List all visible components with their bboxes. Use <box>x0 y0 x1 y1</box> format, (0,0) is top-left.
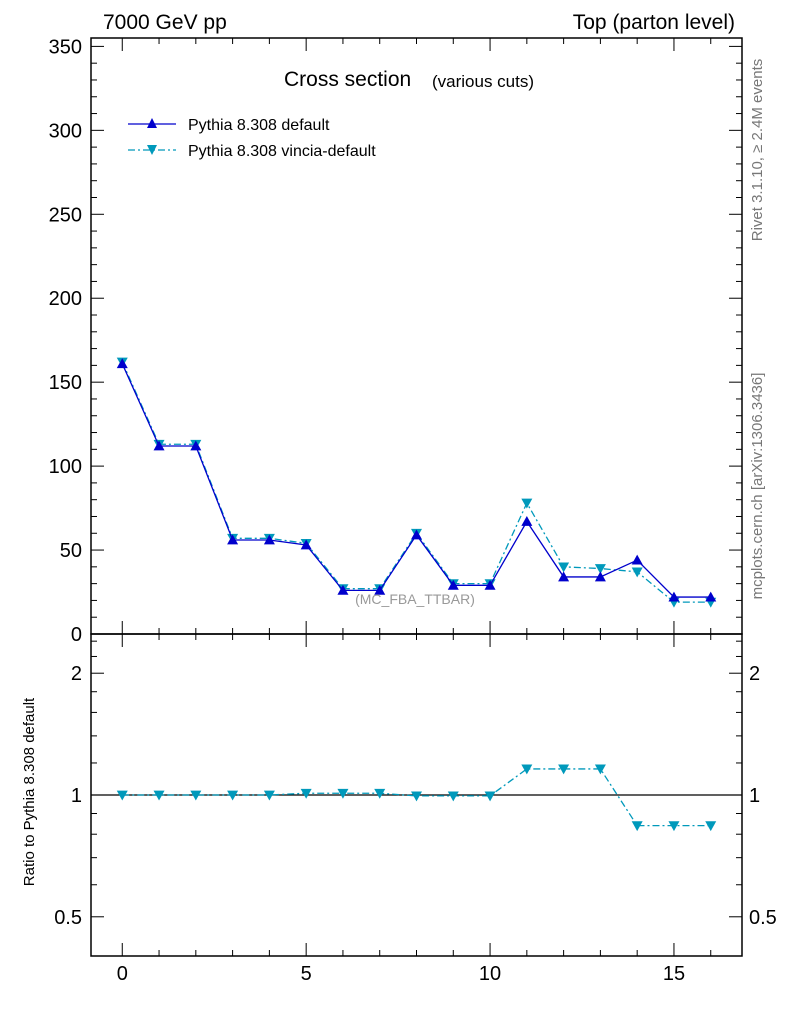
ratio-series-vincia-point <box>668 821 680 832</box>
series-default-point <box>337 584 349 595</box>
legend-label-default: Pythia 8.308 default <box>188 117 330 134</box>
series-default-point <box>190 440 202 451</box>
ratio-series-vincia-point <box>227 790 239 801</box>
mcplots-reference: mcplots.cern.ch [arXiv:1306.3436] <box>749 373 766 600</box>
ratio-series-vincia-point <box>300 788 312 799</box>
x-tick-label: 15 <box>663 963 685 985</box>
series-default-point <box>705 591 717 602</box>
main-axis-ticks: 0 50 100 150 200 250 300 350 <box>49 36 742 646</box>
chart-title: Cross section <box>284 68 411 91</box>
ratio-series-vincia-point <box>337 788 349 799</box>
series-default-point <box>411 529 422 540</box>
ratio-y-tick-label-right: 1 <box>749 785 760 807</box>
main-y-tick-label: 100 <box>49 456 82 478</box>
main-y-tick-label: 250 <box>49 204 82 226</box>
rivet-version: Rivet 3.1.10, ≥ 2.4M events <box>749 59 766 242</box>
legend-label-vincia: Pythia 8.308 vincia-default <box>188 143 376 160</box>
ratio-series-vincia-point <box>411 791 422 802</box>
series-default-point <box>668 591 680 602</box>
series-vincia-point <box>558 562 570 573</box>
ratio-series-vincia-point <box>116 790 128 801</box>
main-y-tick-label: 200 <box>49 288 82 310</box>
main-series-group <box>116 357 717 608</box>
ratio-series-vincia-point <box>447 791 459 802</box>
main-y-tick-label: 0 <box>71 624 82 646</box>
series-default-point <box>116 358 128 369</box>
watermark: (MC_FBA_TTBAR) <box>355 591 475 607</box>
x-tick-label: 0 <box>117 963 128 985</box>
legend-marker-vincia <box>147 145 157 155</box>
ratio-y-axis-label: Ratio to Pythia 8.308 default <box>21 697 38 886</box>
header-left: 7000 GeV pp <box>103 11 227 34</box>
series-vincia-point <box>594 564 606 575</box>
ratio-y-tick-label-right: 2 <box>749 663 760 685</box>
chart-subtitle: (various cuts) <box>432 72 534 91</box>
series-default-point <box>153 440 165 451</box>
series-default-point <box>300 539 312 550</box>
series-default-point <box>263 534 275 545</box>
header-right: Top (parton level) <box>573 11 735 34</box>
ratio-series-vincia-point <box>190 790 202 801</box>
ratio-y-tick-label-left: 0.5 <box>54 907 82 929</box>
ratio-series-vincia-point <box>558 764 570 775</box>
ratio-series-vincia-point <box>705 821 717 832</box>
ratio-y-tick-label-left: 1 <box>71 785 82 807</box>
legend-marker-default <box>147 118 157 128</box>
series-vincia-point <box>631 567 643 578</box>
series-default-point <box>631 554 643 565</box>
series-vincia-point <box>521 498 533 509</box>
series-default-point <box>558 571 570 582</box>
ratio-series-vincia-point <box>374 788 386 799</box>
series-default-point <box>374 584 386 595</box>
main-y-tick-label: 300 <box>49 120 82 142</box>
series-default-point <box>594 571 606 582</box>
ratio-y-tick-label-right: 0.5 <box>749 907 777 929</box>
series-default-point <box>227 534 239 545</box>
series-default-point <box>521 516 533 526</box>
main-y-tick-label: 150 <box>49 372 82 394</box>
ratio-series-vincia-point <box>594 764 606 775</box>
ratio-axis-ticks: 0.5 0.5 1 1 2 2 0 5 10 15 <box>54 634 777 985</box>
x-tick-label: 5 <box>301 963 312 985</box>
ratio-series-vincia-point <box>631 821 643 832</box>
ratio-series-vincia-point <box>484 791 496 802</box>
main-y-tick-label: 50 <box>60 540 82 562</box>
ratio-series-vincia-point <box>153 790 165 801</box>
ratio-series-vincia-point <box>521 764 533 775</box>
series-default-point <box>484 579 496 590</box>
ratio-y-tick-label-left: 2 <box>71 663 82 685</box>
ratio-series-group <box>116 764 717 832</box>
series-default-point <box>447 579 459 590</box>
legend: Pythia 8.308 default Pythia 8.308 vincia… <box>128 117 376 160</box>
x-tick-label: 10 <box>479 963 501 985</box>
main-y-tick-label: 350 <box>49 36 82 58</box>
ratio-series-vincia-point <box>263 790 275 801</box>
